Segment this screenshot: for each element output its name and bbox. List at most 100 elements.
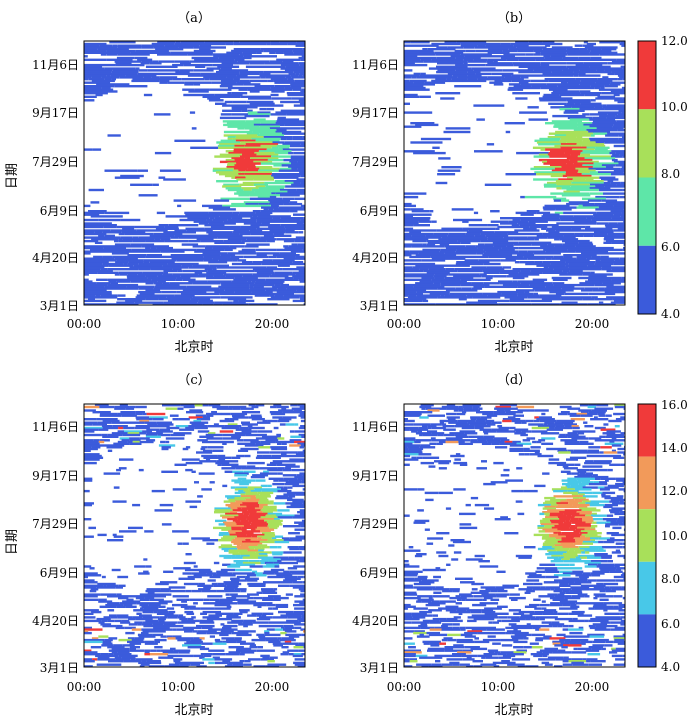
heatmap-cell [252, 268, 283, 271]
heatmap-cell [551, 120, 582, 123]
heatmap-cell [142, 412, 147, 416]
heatmap-cell [252, 474, 269, 477]
heatmap-cell [404, 570, 423, 573]
heatmap-cell [122, 600, 141, 603]
heatmap-cell [559, 93, 585, 97]
heatmap-cell [562, 660, 569, 663]
heatmap-cell [280, 67, 305, 70]
heatmap-cell [245, 176, 274, 179]
heatmap-cell [219, 554, 236, 558]
heatmap-cell [404, 224, 414, 227]
heatmap-cell [419, 95, 431, 98]
heatmap-cell [104, 234, 115, 237]
heatmap-cell [247, 549, 259, 552]
heatmap-cell [235, 136, 264, 139]
heatmap-cell [244, 114, 270, 118]
heatmap-cell [150, 649, 157, 652]
heatmap-cell [132, 503, 141, 507]
heatmap-cell [172, 78, 182, 81]
heatmap-cell [290, 220, 295, 223]
heatmap-cell [580, 530, 597, 533]
heatmap-cell [512, 218, 521, 222]
heatmap-cell [607, 72, 615, 76]
heatmap-cell [619, 42, 625, 46]
heatmap-cell [478, 259, 501, 262]
heatmap-cell [404, 88, 430, 91]
heatmap-cell [90, 215, 123, 218]
heatmap-cell [284, 141, 305, 144]
heatmap-cell [404, 660, 410, 663]
heatmap-cell [276, 129, 287, 132]
heatmap-cell [109, 414, 122, 417]
heatmap-cell [166, 296, 193, 299]
heatmap-cell [151, 76, 160, 79]
heatmap-cell [161, 446, 171, 449]
heatmap-cell [586, 658, 598, 661]
heatmap-cell [261, 588, 274, 591]
heatmap-cell [527, 296, 561, 299]
heatmap-cell [502, 283, 524, 287]
heatmap-cell [561, 166, 593, 169]
heatmap-cell [443, 637, 453, 640]
heatmap-cell [158, 224, 169, 227]
heatmap-cell [509, 593, 520, 596]
heatmap-cell [170, 254, 187, 257]
heatmap-cell [233, 48, 261, 51]
heatmap-cell [143, 259, 147, 262]
heatmap-cell [515, 97, 528, 100]
heatmap-cell [95, 294, 101, 297]
heatmap-cell [508, 623, 517, 626]
heatmap-cell [178, 418, 190, 421]
heatmap-cell [246, 120, 277, 123]
heatmap-cell [280, 217, 304, 220]
heatmap-cell [261, 86, 271, 90]
heatmap-cell [112, 500, 127, 503]
heatmap-cell [559, 217, 577, 220]
heatmap-cell [290, 225, 305, 229]
heatmap-cell [564, 151, 581, 155]
heatmap-cell [134, 426, 150, 430]
heatmap-cell [534, 171, 566, 174]
heatmap-cell [158, 624, 171, 628]
heatmap-cell [145, 433, 158, 437]
heatmap-cell [436, 65, 468, 68]
heatmap-cell [84, 479, 93, 482]
heatmap-cell [577, 474, 593, 477]
heatmap-cell [103, 584, 107, 587]
heatmap-cell [183, 63, 213, 67]
heatmap-cell [576, 206, 599, 209]
heatmap-cell [623, 626, 625, 630]
heatmap-cell [417, 430, 422, 433]
heatmap-cell [497, 589, 508, 593]
heatmap-cell [582, 273, 613, 276]
heatmap-cell [256, 252, 280, 255]
heatmap-cell [610, 511, 620, 514]
heatmap-cell [298, 56, 305, 60]
heatmap-cell [119, 602, 137, 605]
heatmap-cell [283, 486, 288, 489]
heatmap-cell [504, 296, 528, 299]
heatmap-cell [560, 554, 579, 558]
heatmap-cell [500, 638, 519, 642]
heatmap-cell [575, 78, 598, 81]
heatmap-cell [245, 174, 272, 178]
heatmap-cell [184, 630, 193, 633]
heatmap-cell [583, 62, 608, 65]
heatmap-cell [415, 264, 444, 267]
heatmap-cell [576, 635, 590, 638]
heatmap-cell [581, 509, 601, 512]
heatmap-cell [566, 439, 578, 442]
heatmap-cell [550, 164, 565, 167]
heatmap-cell [112, 69, 139, 72]
heatmap-cell [577, 217, 587, 220]
heatmap-cell [617, 129, 625, 132]
heatmap-cell [583, 220, 597, 223]
heatmap-cell [404, 626, 421, 630]
heatmap-cell [188, 425, 196, 428]
heatmap-cell [279, 65, 286, 68]
heatmap-cell [228, 661, 243, 665]
heatmap-cell [456, 248, 484, 252]
heatmap-cell [605, 525, 610, 528]
heatmap-cell [465, 303, 499, 305]
heatmap-cell [507, 416, 516, 419]
